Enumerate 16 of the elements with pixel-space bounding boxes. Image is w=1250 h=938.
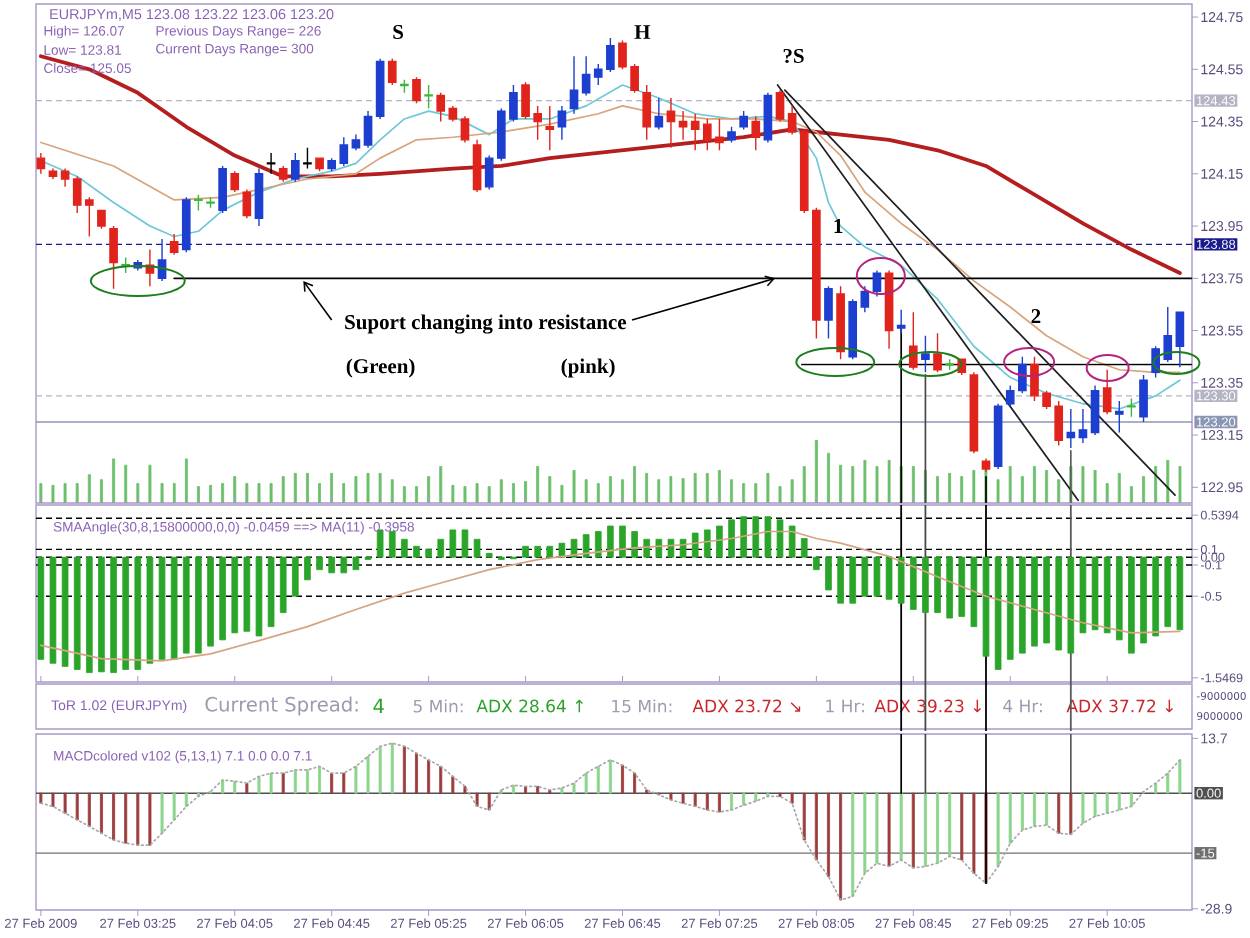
text: 15 Min:: [612, 699, 672, 713]
text: 4: [373, 698, 384, 714]
annotation: 2: [1031, 309, 1041, 323]
text: 1 Hr:: [826, 699, 864, 713]
text: ADX 23.72 ↘: [692, 699, 801, 713]
annotation: H: [634, 25, 651, 39]
text: 4 Hr:: [1003, 699, 1042, 713]
text: 5 Min:: [413, 699, 463, 713]
annotation: S: [393, 24, 404, 40]
annotation: (pink): [561, 358, 615, 378]
text: ADX 28.64 ↑: [476, 699, 583, 713]
annotation: (Green): [346, 358, 415, 378]
annotation: Suport changing into resistance: [345, 314, 627, 334]
annotation: ?S: [783, 48, 804, 64]
annotation: 1: [834, 219, 843, 233]
text: Current Spread:: [205, 696, 358, 716]
